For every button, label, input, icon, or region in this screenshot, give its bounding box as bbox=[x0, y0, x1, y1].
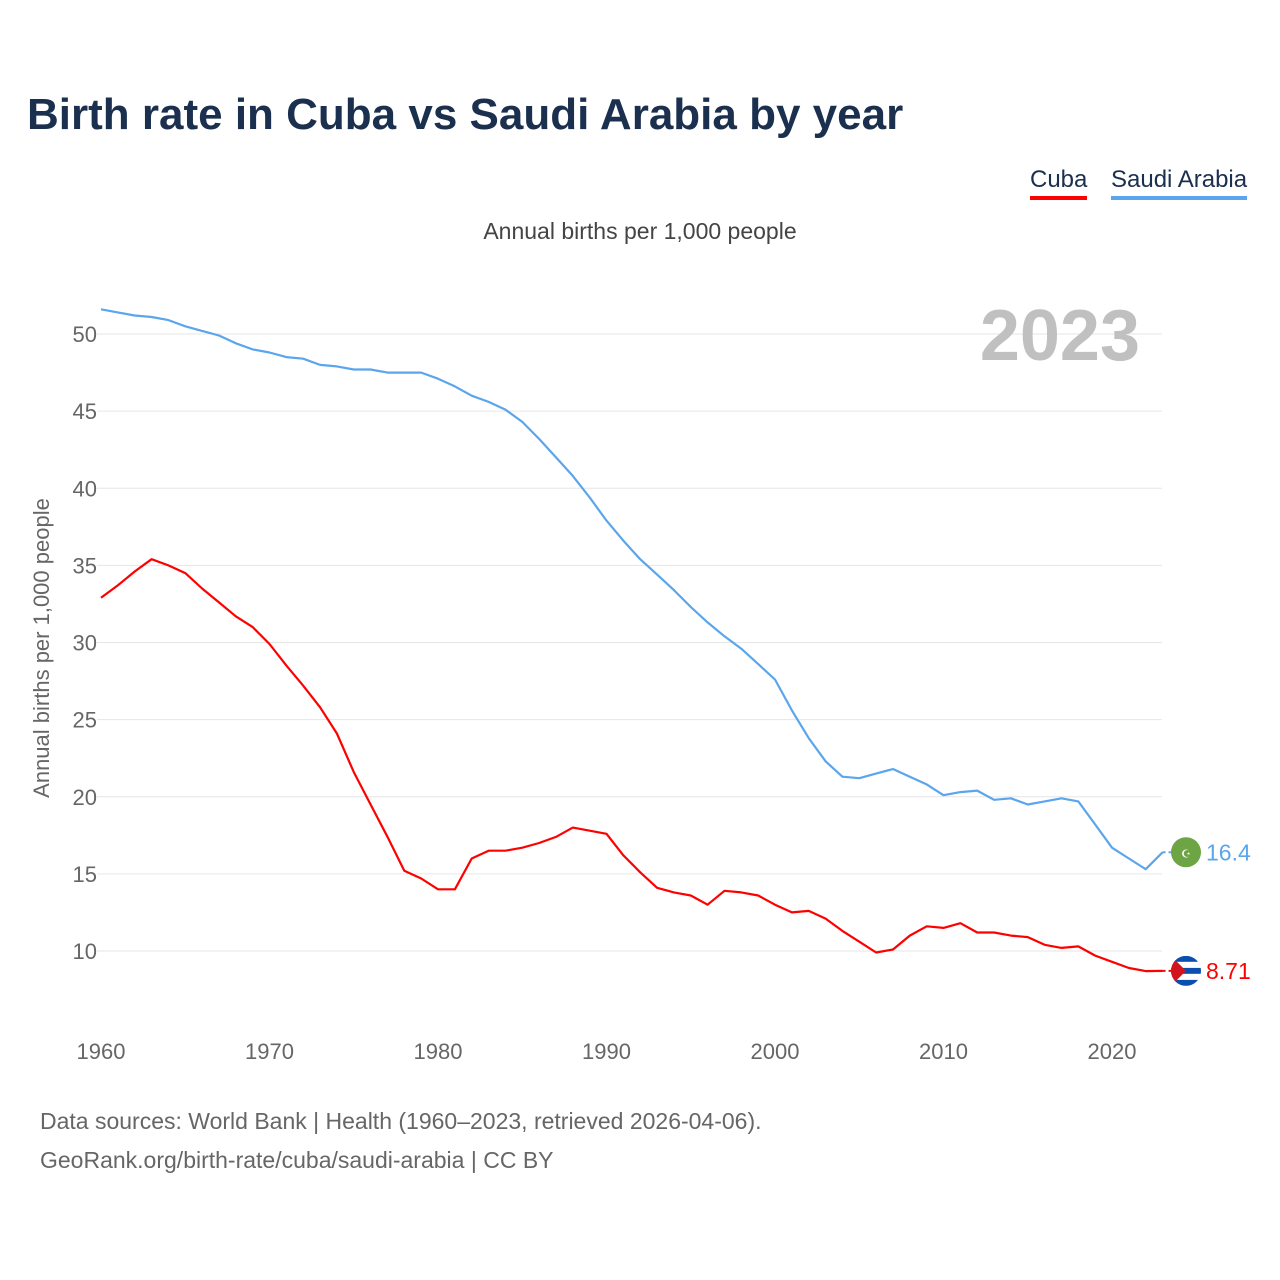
legend-item-saudi-arabia[interactable]: Saudi Arabia bbox=[1111, 166, 1248, 200]
y-tick-label: 25 bbox=[73, 708, 97, 733]
series-line-saudi-arabia bbox=[100, 308, 1164, 871]
x-tick-label: 2000 bbox=[751, 1039, 800, 1064]
y-tick-label: 35 bbox=[73, 553, 97, 578]
cuba-flag-icon bbox=[1171, 955, 1201, 986]
y-tick-label: 20 bbox=[73, 785, 97, 810]
year-watermark: 2023 bbox=[980, 296, 1140, 376]
end-value-label: 16.4 bbox=[1206, 839, 1251, 865]
y-tick-label: 15 bbox=[73, 862, 97, 887]
x-tick-label: 1960 bbox=[77, 1039, 126, 1064]
x-tick-label: 2010 bbox=[919, 1039, 968, 1064]
data-source-text: Data sources: World Bank | Health (1960–… bbox=[40, 1108, 762, 1134]
chart-title: Birth rate in Cuba vs Saudi Arabia by ye… bbox=[27, 90, 904, 139]
attribution-link[interactable]: GeoRank.org/birth-rate/cuba/saudi-arabia… bbox=[40, 1147, 554, 1173]
flag-emblem: ☪ bbox=[1181, 848, 1191, 860]
x-tick-label: 1990 bbox=[582, 1039, 631, 1064]
series-line-cuba bbox=[100, 558, 1163, 973]
y-tick-label: 10 bbox=[73, 939, 97, 964]
saudi-arabia-flag-icon bbox=[1171, 837, 1201, 868]
y-tick-label: 30 bbox=[73, 631, 97, 656]
chart-subtitle: Annual births per 1,000 people bbox=[483, 218, 797, 244]
end-value-label: 8.71 bbox=[1206, 958, 1251, 984]
x-tick-label: 1970 bbox=[245, 1039, 294, 1064]
x-tick-label: 1980 bbox=[414, 1039, 463, 1064]
y-tick-label: 50 bbox=[73, 322, 97, 347]
legend-item-cuba[interactable]: Cuba bbox=[1030, 166, 1088, 200]
x-tick-label: 2020 bbox=[1088, 1039, 1137, 1064]
y-tick-label: 40 bbox=[73, 476, 97, 501]
y-tick-label: 45 bbox=[73, 399, 97, 424]
